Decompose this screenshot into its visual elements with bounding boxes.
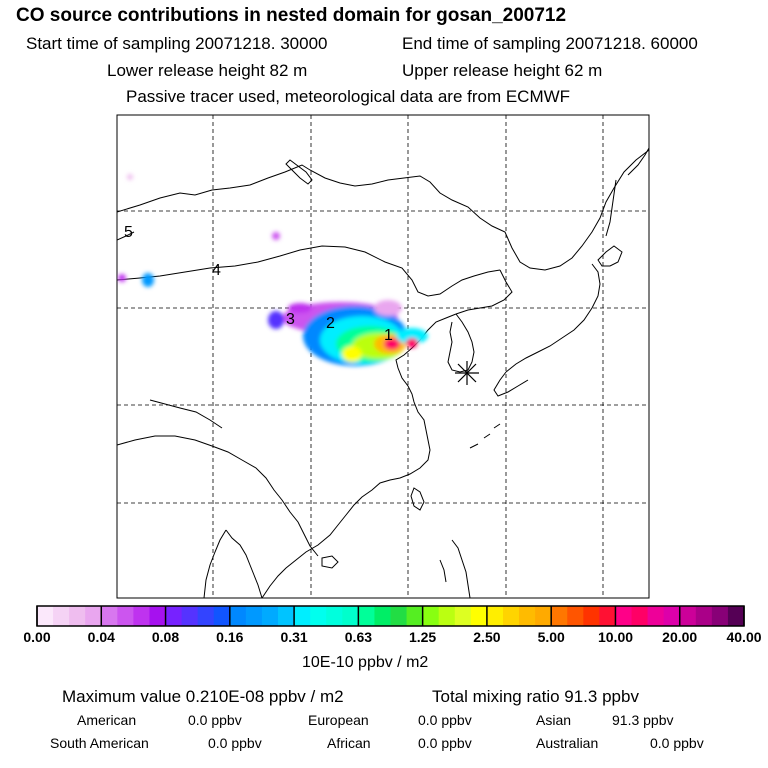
colorbar-units: 10E-10 ppbv / m2 <box>302 654 429 671</box>
colorbar-cell <box>599 606 616 626</box>
region-value: 0.0 ppbv <box>418 735 472 751</box>
source-label: 5 <box>124 224 133 241</box>
colorbar-cell <box>342 606 359 626</box>
colorbar-cell <box>245 606 263 626</box>
source-label: 4 <box>212 262 221 279</box>
colorbar-cell <box>422 606 440 626</box>
colorbar-cell <box>149 606 167 626</box>
colorbar-cell <box>519 606 536 626</box>
colorbar-cell <box>37 606 54 626</box>
region-value: 0.0 ppbv <box>418 712 472 728</box>
colorbar-cell <box>663 606 681 626</box>
colorbar-cell <box>326 606 343 626</box>
colorbar-cell <box>69 606 86 626</box>
colorbar-cell <box>470 606 488 626</box>
colorbar-tick-label: 0.08 <box>151 629 180 645</box>
colorbar-tick-label: 10.00 <box>597 629 634 645</box>
colorbar-tick-label: 5.00 <box>537 629 565 645</box>
colorbar-tick-label: 20.00 <box>662 629 698 645</box>
colorbar-tick-label: 0.16 <box>216 629 244 645</box>
source-label: 2 <box>326 315 335 332</box>
colorbar-cell <box>454 606 472 626</box>
colorbar-cell <box>165 606 183 626</box>
colorbar-cell <box>310 606 327 626</box>
coastlines <box>117 147 649 598</box>
colorbar-cell <box>438 606 456 626</box>
colorbar-tick-label: 2.50 <box>473 629 501 645</box>
colorbar-cell <box>615 606 633 626</box>
colorbar-tick-label: 0.00 <box>23 629 51 645</box>
colorbar-cell <box>294 606 311 626</box>
colorbar-cell <box>117 606 134 626</box>
region-value: 0.0 ppbv <box>208 735 262 751</box>
concentration-plume <box>118 174 428 366</box>
region-name: European <box>308 712 369 728</box>
colorbar-cell <box>101 606 118 626</box>
colorbar-cell <box>358 606 375 626</box>
region-name: American <box>77 712 137 728</box>
colorbar-cell <box>727 606 745 626</box>
source-label: 3 <box>286 311 295 328</box>
region-value: 0.0 ppbv <box>188 712 242 728</box>
plot-title: CO source contributions in nested domain… <box>16 5 567 26</box>
total-mixing-ratio: Total mixing ratio 91.3 ppbv <box>432 687 639 706</box>
colorbar-cell <box>695 606 713 626</box>
lower-release-height: Lower release height 82 m <box>107 61 308 80</box>
colorbar-cell <box>229 606 247 626</box>
colorbar-cell <box>278 606 295 626</box>
colorbar-tick-label: 1.25 <box>408 629 437 645</box>
region-name: African <box>327 735 371 751</box>
colorbar-cell <box>261 606 279 626</box>
colorbar-cell <box>390 606 408 626</box>
colorbar-cell <box>583 606 600 626</box>
colorbar-cell <box>85 606 102 626</box>
colorbar-tick-label: 0.63 <box>344 629 373 645</box>
colorbar-tick-label: 0.04 <box>87 629 115 645</box>
colorbar-cell <box>551 606 568 626</box>
region-name: Asian <box>536 712 572 728</box>
colorbar-cell <box>406 606 424 626</box>
start-time: Start time of sampling 20071218. 30000 <box>26 34 328 53</box>
colorbar-cell <box>486 606 504 626</box>
region-name: South American <box>50 735 149 751</box>
colorbar-tick-label: 0.31 <box>280 629 308 645</box>
colorbar-cell <box>535 606 552 626</box>
colorbar-cell <box>213 606 231 626</box>
maximum-value: Maximum value 0.210E-08 ppbv / m2 <box>62 687 344 706</box>
station-asterisk-icon <box>455 361 479 385</box>
colorbar-tick-label: 40.00 <box>726 629 762 645</box>
colorbar-cell <box>53 606 70 626</box>
tracer-note: Passive tracer used, meteorological data… <box>126 87 571 106</box>
colorbar-cell <box>374 606 391 626</box>
colorbar-cell <box>647 606 665 626</box>
colorbar-cell <box>567 606 584 626</box>
source-label: 1 <box>384 327 393 344</box>
colorbar-cell <box>133 606 150 626</box>
colorbar-cell <box>711 606 729 626</box>
region-name: Australian <box>536 735 599 751</box>
region-value: 91.3 ppbv <box>612 712 674 728</box>
upper-release-height: Upper release height 62 m <box>402 61 603 80</box>
region-value: 0.0 ppbv <box>650 735 704 751</box>
end-time: End time of sampling 20071218. 60000 <box>402 34 698 53</box>
colorbar-cell <box>679 606 697 626</box>
colorbar-cell <box>502 606 520 626</box>
colorbar-cell <box>631 606 649 626</box>
colorbar-cell <box>181 606 199 626</box>
colorbar-cell <box>197 606 215 626</box>
